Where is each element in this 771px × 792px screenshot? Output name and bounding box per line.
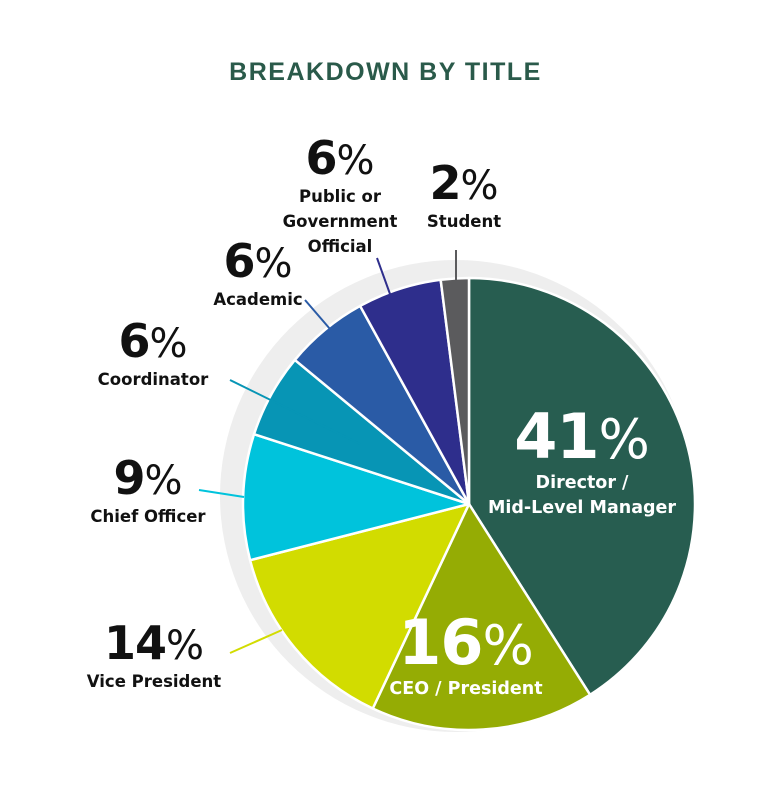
slice-caption: Vice President (86, 672, 222, 691)
percent-sign: % (144, 458, 183, 504)
slice-caption: Student (426, 212, 502, 231)
label-value: 14% (69, 620, 239, 669)
label-student: 2% Student (409, 160, 519, 234)
leader-line-public-or-government-official (376, 257, 391, 295)
leader-lines (198, 250, 457, 654)
slice-percent-number: 6 (305, 131, 337, 185)
label-academic: 6% Academic (193, 238, 323, 312)
percent-sign: % (166, 623, 205, 669)
label-vice-president: 14% Vice President (69, 620, 239, 694)
leader-line-vice-president (229, 629, 283, 654)
slice-caption: CEO / President (389, 679, 543, 699)
slice-student (439, 276, 471, 506)
slice-director-mid-level-manager (467, 276, 697, 697)
slice-vice-president (248, 502, 471, 710)
label-value: 16% (371, 612, 561, 677)
leader-line-coordinator (229, 379, 361, 445)
label-public-or-government-official: 6% Public or Government Official (270, 135, 410, 259)
slice-percent-number: 14 (103, 616, 167, 670)
slice-caption: Director / Mid-Level Manager (487, 473, 677, 518)
chart-title: BREAKDOWN BY TITLE (229, 58, 542, 86)
label-value: 6% (270, 135, 410, 184)
pie-slices (241, 276, 697, 732)
label-ceo-president: 16% CEO / President (371, 612, 561, 702)
slice-caption: Academic (213, 290, 303, 309)
percent-sign: % (149, 321, 188, 367)
label-value: 6% (73, 318, 233, 367)
slice-percent-number: 16 (398, 606, 483, 679)
label-value: 2% (409, 160, 519, 209)
label-value: 9% (78, 455, 218, 504)
leader-line-academic (304, 299, 331, 330)
label-chief-officer: 9% Chief Officer (78, 455, 218, 529)
slice-percent-number: 6 (118, 314, 150, 368)
leader-line-chief-officer (198, 489, 245, 498)
slice-caption: Public or Government Official (282, 187, 398, 256)
label-value: 6% (193, 238, 323, 287)
slice-caption: Coordinator (97, 370, 209, 389)
percent-sign: % (460, 163, 499, 209)
slice-percent-number: 41 (514, 400, 599, 473)
slice-percent-number: 9 (113, 451, 145, 505)
slice-percent-number: 2 (429, 156, 461, 210)
label-coordinator: 6% Coordinator (73, 318, 233, 392)
percent-sign: % (598, 408, 650, 471)
percent-sign: % (254, 241, 293, 287)
slice-caption: Chief Officer (90, 507, 206, 526)
slice-percent-number: 6 (223, 234, 255, 288)
percent-sign: % (482, 614, 534, 677)
label-director-mid-level-manager: 41% Director / Mid-Level Manager (482, 406, 682, 521)
slice-ceo-president (371, 502, 592, 732)
label-value: 41% (482, 406, 682, 471)
percent-sign: % (336, 138, 375, 184)
